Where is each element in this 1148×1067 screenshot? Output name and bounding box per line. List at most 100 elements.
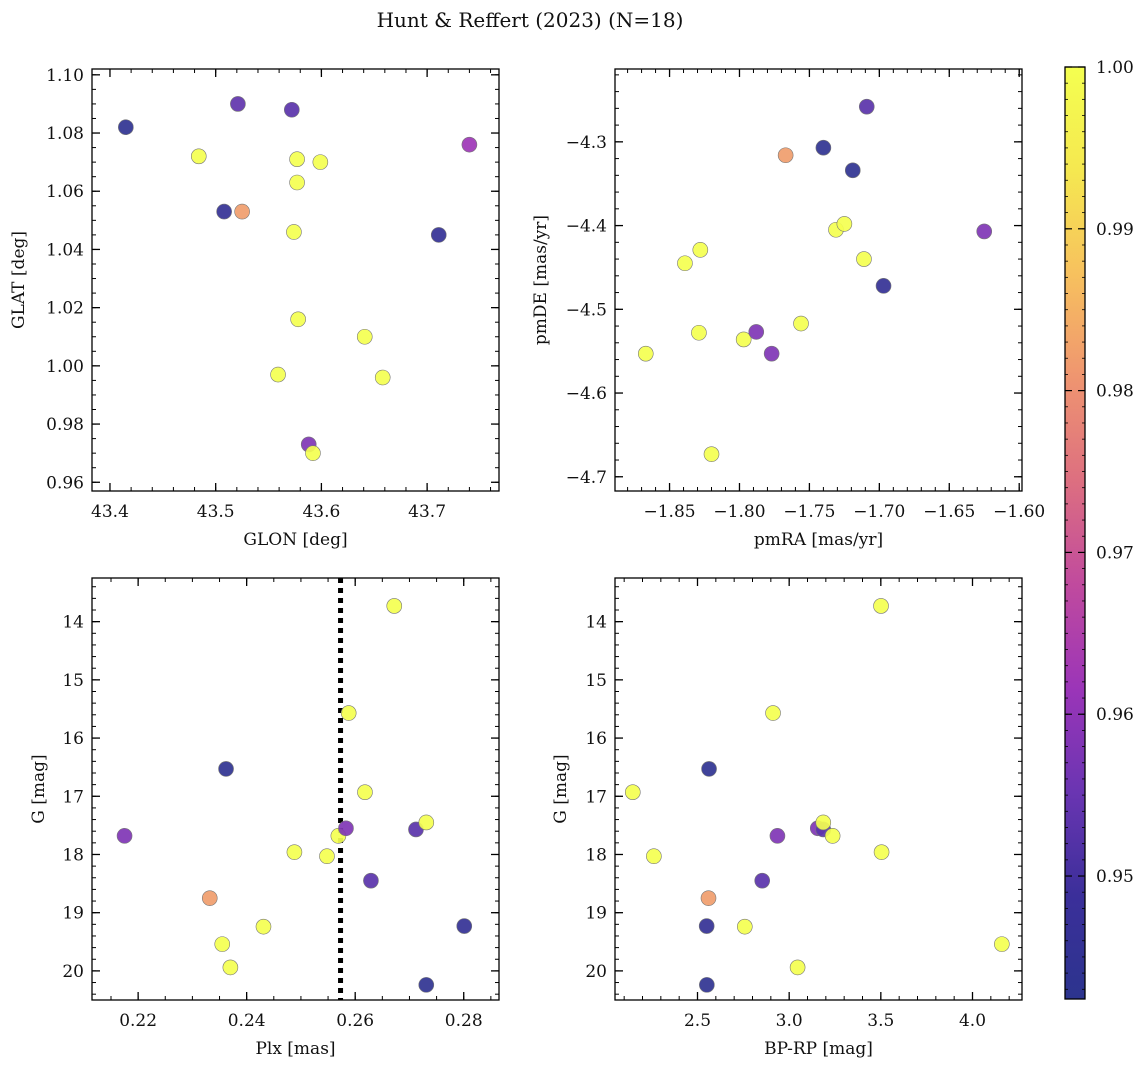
data-point [824,828,841,844]
y-tick-label: 17 [585,787,607,807]
y-tick-label: −4.7 [566,468,607,488]
data-point [116,828,133,844]
data-point [357,784,373,801]
data-point [289,174,305,191]
x-tick-label: 43.6 [302,502,340,522]
data-point [218,761,234,777]
x-axis-label: BP-RP [mag] [764,1039,873,1059]
y-tick-label: 1.08 [46,124,84,144]
y-tick-label: −4.4 [566,217,607,237]
panels: 43.4 43.5 43.6 43.7 0.96 0.98 1.00 1.02 1.04 1.06… [9,66,1045,1059]
data-point [430,227,447,243]
data-point [700,890,717,906]
colorbar-tick-label: 0.99 [1096,220,1134,240]
colorbar-frame [1064,66,1086,1000]
x-tick-label: −1.75 [783,502,835,522]
colorbar-tick-label: 1.00 [1096,58,1134,78]
data-point [290,311,306,328]
data-point [286,844,303,860]
x-tick-label: 43.7 [408,502,446,522]
data-point [230,96,246,112]
data-point [873,844,890,860]
data-point [748,324,765,340]
y-tick-label: 1.00 [46,357,84,377]
x-tick-label: 0.26 [336,1011,374,1031]
data-point [875,278,892,294]
y-axis-label: G [mag] [29,754,49,823]
data-point [312,154,329,170]
data-point [216,203,232,220]
y-tick-label: 0.98 [46,415,84,435]
scatter-points [118,96,478,461]
axes-frame [614,577,1023,1001]
data-point [692,242,709,258]
panel-4: 2.5 3.0 3.5 4.0 14 15 16 17 18 19 20 BP-RP [mag] G [… [551,577,1023,1059]
x-axis-label: pmRA [mas/yr] [754,530,883,550]
scatter-points [637,98,993,462]
axes-frame [91,577,500,1001]
y-tick-label: 19 [585,904,607,924]
panel-3: 0.22 0.24 0.26 0.28 14 15 16 17 18 19 20 Plx [mas] G… [29,577,500,1059]
data-point [118,119,134,136]
x-axis-label: GLON [deg] [243,530,347,550]
data-point [699,977,715,993]
y-tick-label: 14 [585,613,607,633]
data-point [754,872,771,889]
x-tick-label: −1.80 [713,502,765,522]
y-tick-label: 0.96 [46,473,84,493]
axes-frame [614,68,1023,492]
data-point [214,936,231,952]
data-point [338,820,354,837]
data-point [735,331,752,348]
data-point [374,369,391,386]
y-tick-label: 1.04 [46,240,84,260]
colorbar-tick-label: 0.95 [1096,867,1134,887]
colorbar-gradient [1065,67,1085,999]
data-point [691,324,707,341]
colorbar-tick-label: 0.96 [1096,705,1134,725]
data-point [769,828,786,844]
data-point [703,446,720,462]
y-axis-label: pmDE [mas/yr] [531,215,551,345]
data-point [283,101,300,118]
x-tick-label: −1.85 [643,502,695,522]
data-point [340,705,357,721]
data-point [289,151,305,168]
y-tick-label: 16 [62,729,84,749]
data-point [844,162,861,179]
y-tick-label: −4.6 [566,384,607,404]
data-point [461,136,478,153]
y-tick-label: 14 [62,613,84,633]
x-tick-label: 43.5 [197,502,235,522]
data-point [836,216,853,232]
data-point [994,936,1010,952]
y-tick-label: −4.3 [566,133,607,153]
y-tick-label: 17 [62,787,84,807]
x-tick-label: 0.24 [228,1011,266,1031]
y-tick-label: −4.5 [566,300,607,320]
y-tick-label: 1.10 [46,66,84,86]
x-axis-label: Plx [mas] [255,1039,335,1059]
data-point [789,959,806,976]
x-tick-label: 0.28 [445,1011,483,1031]
data-point [815,139,832,156]
data-point [255,918,272,935]
y-tick-label: 20 [585,962,607,982]
data-point [698,918,715,934]
data-point [305,445,321,461]
x-tick-label: −1.65 [923,502,975,522]
y-tick-label: 1.06 [46,182,84,202]
data-point [763,345,780,362]
data-point [815,814,832,831]
y-tick-label: 1.02 [46,299,84,319]
data-point [270,366,286,383]
panel-2: −1.85 −1.80 −1.75 −1.70 −1.65 −1.60 −4.7 −4.6 −4… [531,68,1045,550]
figure-title: Hunt & Reffert (2023) (N=18) [377,8,684,32]
panel-1: 43.4 43.5 43.6 43.7 0.96 0.98 1.00 1.02 1.04 1.06… [9,66,500,550]
data-point [286,224,302,240]
x-tick-label: 2.5 [684,1011,711,1031]
axes-frame [91,68,500,492]
data-point [624,784,641,801]
data-point [765,705,781,721]
